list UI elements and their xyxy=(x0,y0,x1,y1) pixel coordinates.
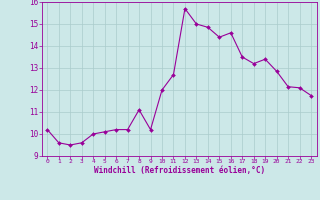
X-axis label: Windchill (Refroidissement éolien,°C): Windchill (Refroidissement éolien,°C) xyxy=(94,166,265,175)
